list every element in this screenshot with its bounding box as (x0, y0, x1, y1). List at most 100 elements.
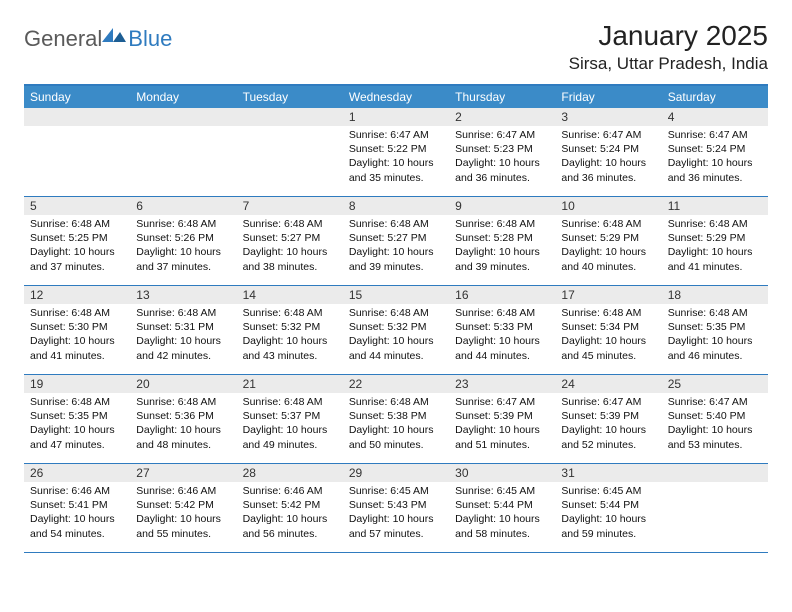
daylight: Daylight: 10 hours and 50 minutes. (349, 423, 443, 451)
daylight: Daylight: 10 hours and 44 minutes. (455, 334, 549, 362)
day-number: 12 (24, 286, 130, 304)
day-cell (130, 108, 236, 196)
day-number: 21 (237, 375, 343, 393)
day-cell: 14Sunrise: 6:48 AMSunset: 5:32 PMDayligh… (237, 286, 343, 374)
dayname: Sunday (24, 86, 130, 108)
sunrise: Sunrise: 6:48 AM (136, 306, 230, 320)
sunset: Sunset: 5:30 PM (30, 320, 124, 334)
day-details: Sunrise: 6:48 AMSunset: 5:33 PMDaylight:… (449, 304, 555, 367)
sunset: Sunset: 5:41 PM (30, 498, 124, 512)
dayname: Friday (555, 86, 661, 108)
daylight: Daylight: 10 hours and 48 minutes. (136, 423, 230, 451)
day-number: 17 (555, 286, 661, 304)
day-details: Sunrise: 6:48 AMSunset: 5:30 PMDaylight:… (24, 304, 130, 367)
daylight: Daylight: 10 hours and 57 minutes. (349, 512, 443, 540)
day-number (237, 108, 343, 126)
sunset: Sunset: 5:32 PM (349, 320, 443, 334)
daylight: Daylight: 10 hours and 39 minutes. (349, 245, 443, 273)
day-number: 25 (662, 375, 768, 393)
day-number: 22 (343, 375, 449, 393)
day-details: Sunrise: 6:48 AMSunset: 5:32 PMDaylight:… (237, 304, 343, 367)
sunset: Sunset: 5:24 PM (561, 142, 655, 156)
sunrise: Sunrise: 6:45 AM (349, 484, 443, 498)
title-block: January 2025 Sirsa, Uttar Pradesh, India (569, 20, 768, 74)
day-cell: 15Sunrise: 6:48 AMSunset: 5:32 PMDayligh… (343, 286, 449, 374)
sunset: Sunset: 5:38 PM (349, 409, 443, 423)
sunset: Sunset: 5:44 PM (455, 498, 549, 512)
sunrise: Sunrise: 6:48 AM (243, 306, 337, 320)
sunset: Sunset: 5:35 PM (668, 320, 762, 334)
day-cell: 3Sunrise: 6:47 AMSunset: 5:24 PMDaylight… (555, 108, 661, 196)
day-cell: 23Sunrise: 6:47 AMSunset: 5:39 PMDayligh… (449, 375, 555, 463)
sunrise: Sunrise: 6:46 AM (30, 484, 124, 498)
daylight: Daylight: 10 hours and 38 minutes. (243, 245, 337, 273)
daylight: Daylight: 10 hours and 56 minutes. (243, 512, 337, 540)
day-number: 6 (130, 197, 236, 215)
daylight: Daylight: 10 hours and 37 minutes. (30, 245, 124, 273)
daylight: Daylight: 10 hours and 59 minutes. (561, 512, 655, 540)
day-details: Sunrise: 6:48 AMSunset: 5:37 PMDaylight:… (237, 393, 343, 456)
dayname: Wednesday (343, 86, 449, 108)
calendar: SundayMondayTuesdayWednesdayThursdayFrid… (24, 84, 768, 553)
day-details: Sunrise: 6:48 AMSunset: 5:35 PMDaylight:… (662, 304, 768, 367)
sunrise: Sunrise: 6:47 AM (349, 128, 443, 142)
day-details: Sunrise: 6:48 AMSunset: 5:35 PMDaylight:… (24, 393, 130, 456)
sunrise: Sunrise: 6:47 AM (455, 128, 549, 142)
day-details: Sunrise: 6:48 AMSunset: 5:29 PMDaylight:… (662, 215, 768, 278)
sunrise: Sunrise: 6:46 AM (136, 484, 230, 498)
daylight: Daylight: 10 hours and 44 minutes. (349, 334, 443, 362)
sunrise: Sunrise: 6:47 AM (668, 128, 762, 142)
sunset: Sunset: 5:24 PM (668, 142, 762, 156)
logo-text-blue: Blue (128, 26, 172, 52)
day-details: Sunrise: 6:48 AMSunset: 5:32 PMDaylight:… (343, 304, 449, 367)
sunrise: Sunrise: 6:47 AM (561, 128, 655, 142)
day-details: Sunrise: 6:47 AMSunset: 5:39 PMDaylight:… (449, 393, 555, 456)
sunset: Sunset: 5:42 PM (243, 498, 337, 512)
day-cell (662, 464, 768, 552)
sunset: Sunset: 5:39 PM (561, 409, 655, 423)
sunrise: Sunrise: 6:48 AM (668, 217, 762, 231)
sunrise: Sunrise: 6:48 AM (349, 217, 443, 231)
day-cell: 13Sunrise: 6:48 AMSunset: 5:31 PMDayligh… (130, 286, 236, 374)
daylight: Daylight: 10 hours and 42 minutes. (136, 334, 230, 362)
day-cell: 19Sunrise: 6:48 AMSunset: 5:35 PMDayligh… (24, 375, 130, 463)
sunset: Sunset: 5:35 PM (30, 409, 124, 423)
day-cell: 28Sunrise: 6:46 AMSunset: 5:42 PMDayligh… (237, 464, 343, 552)
dayname: Tuesday (237, 86, 343, 108)
day-cell: 5Sunrise: 6:48 AMSunset: 5:25 PMDaylight… (24, 197, 130, 285)
day-cell: 25Sunrise: 6:47 AMSunset: 5:40 PMDayligh… (662, 375, 768, 463)
day-cell: 10Sunrise: 6:48 AMSunset: 5:29 PMDayligh… (555, 197, 661, 285)
day-details: Sunrise: 6:48 AMSunset: 5:26 PMDaylight:… (130, 215, 236, 278)
day-cell: 11Sunrise: 6:48 AMSunset: 5:29 PMDayligh… (662, 197, 768, 285)
sunrise: Sunrise: 6:48 AM (30, 306, 124, 320)
sunrise: Sunrise: 6:48 AM (243, 217, 337, 231)
daylight: Daylight: 10 hours and 46 minutes. (668, 334, 762, 362)
day-details: Sunrise: 6:46 AMSunset: 5:42 PMDaylight:… (130, 482, 236, 545)
day-cell: 4Sunrise: 6:47 AMSunset: 5:24 PMDaylight… (662, 108, 768, 196)
day-cell: 8Sunrise: 6:48 AMSunset: 5:27 PMDaylight… (343, 197, 449, 285)
sunset: Sunset: 5:27 PM (243, 231, 337, 245)
day-number (24, 108, 130, 126)
day-details: Sunrise: 6:48 AMSunset: 5:36 PMDaylight:… (130, 393, 236, 456)
sunset: Sunset: 5:43 PM (349, 498, 443, 512)
sunrise: Sunrise: 6:48 AM (30, 217, 124, 231)
day-details: Sunrise: 6:47 AMSunset: 5:22 PMDaylight:… (343, 126, 449, 189)
sunrise: Sunrise: 6:48 AM (349, 395, 443, 409)
sunset: Sunset: 5:25 PM (30, 231, 124, 245)
week-row: 1Sunrise: 6:47 AMSunset: 5:22 PMDaylight… (24, 108, 768, 197)
sunset: Sunset: 5:39 PM (455, 409, 549, 423)
day-number: 8 (343, 197, 449, 215)
day-details: Sunrise: 6:45 AMSunset: 5:44 PMDaylight:… (449, 482, 555, 545)
day-cell: 20Sunrise: 6:48 AMSunset: 5:36 PMDayligh… (130, 375, 236, 463)
day-number (662, 464, 768, 482)
daylight: Daylight: 10 hours and 51 minutes. (455, 423, 549, 451)
day-number: 18 (662, 286, 768, 304)
daylight: Daylight: 10 hours and 35 minutes. (349, 156, 443, 184)
day-details: Sunrise: 6:48 AMSunset: 5:25 PMDaylight:… (24, 215, 130, 278)
day-number: 2 (449, 108, 555, 126)
day-cell: 26Sunrise: 6:46 AMSunset: 5:41 PMDayligh… (24, 464, 130, 552)
day-details: Sunrise: 6:45 AMSunset: 5:43 PMDaylight:… (343, 482, 449, 545)
sunset: Sunset: 5:32 PM (243, 320, 337, 334)
day-number: 31 (555, 464, 661, 482)
day-number: 29 (343, 464, 449, 482)
